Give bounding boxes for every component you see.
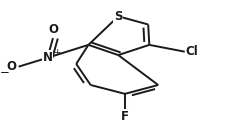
Text: O: O: [6, 60, 16, 73]
Text: +: +: [53, 48, 60, 57]
Text: N: N: [42, 51, 52, 64]
Text: Cl: Cl: [186, 45, 199, 58]
Text: S: S: [114, 10, 123, 23]
Text: F: F: [121, 110, 129, 123]
Text: −: −: [0, 66, 9, 79]
Text: O: O: [48, 23, 58, 36]
